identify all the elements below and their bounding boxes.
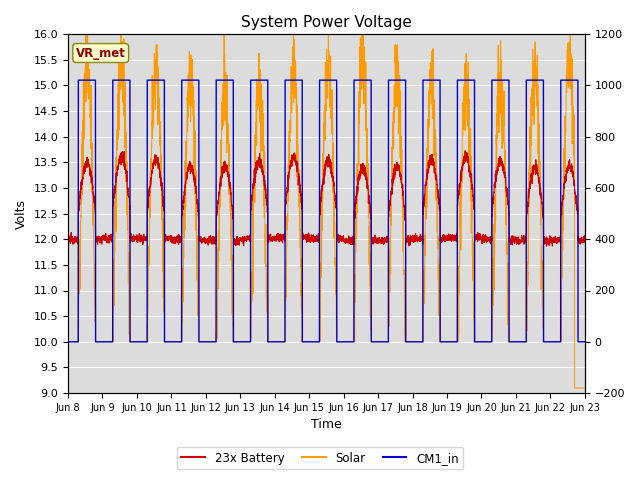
23x Battery [580,237,588,242]
23x Battery [581,232,589,238]
X-axis label: Time: Time [311,419,342,432]
CM1_in [74,77,82,83]
Solar [377,339,385,345]
23x Battery [209,237,216,243]
Solar [175,339,182,345]
Text: VR_met: VR_met [76,47,125,60]
Legend: 23x Battery, Solar, CM1_in: 23x Battery, Solar, CM1_in [177,447,463,469]
23x Battery [532,157,540,163]
Line: Solar: Solar [68,22,585,388]
CM1_in [532,77,540,83]
23x Battery [461,148,469,154]
23x Battery [64,237,72,242]
23x Battery [386,207,394,213]
CM1_in [386,77,394,83]
Y-axis label: Volts: Volts [15,199,28,228]
CM1_in [580,339,588,345]
Solar [386,246,394,252]
23x Battery [543,243,550,249]
Title: System Power Voltage: System Power Voltage [241,15,412,30]
Solar [64,339,72,345]
23x Battery [175,239,182,244]
CM1_in [377,339,385,345]
Line: 23x Battery: 23x Battery [68,151,585,246]
Solar [581,385,589,391]
Solar [358,19,366,25]
Solar [209,339,216,345]
23x Battery [376,238,384,244]
CM1_in [581,339,589,345]
Line: CM1_in: CM1_in [68,80,585,342]
Solar [580,385,588,391]
CM1_in [175,339,182,345]
CM1_in [64,339,72,345]
Solar [532,80,540,85]
CM1_in [209,339,216,345]
Solar [571,385,579,391]
